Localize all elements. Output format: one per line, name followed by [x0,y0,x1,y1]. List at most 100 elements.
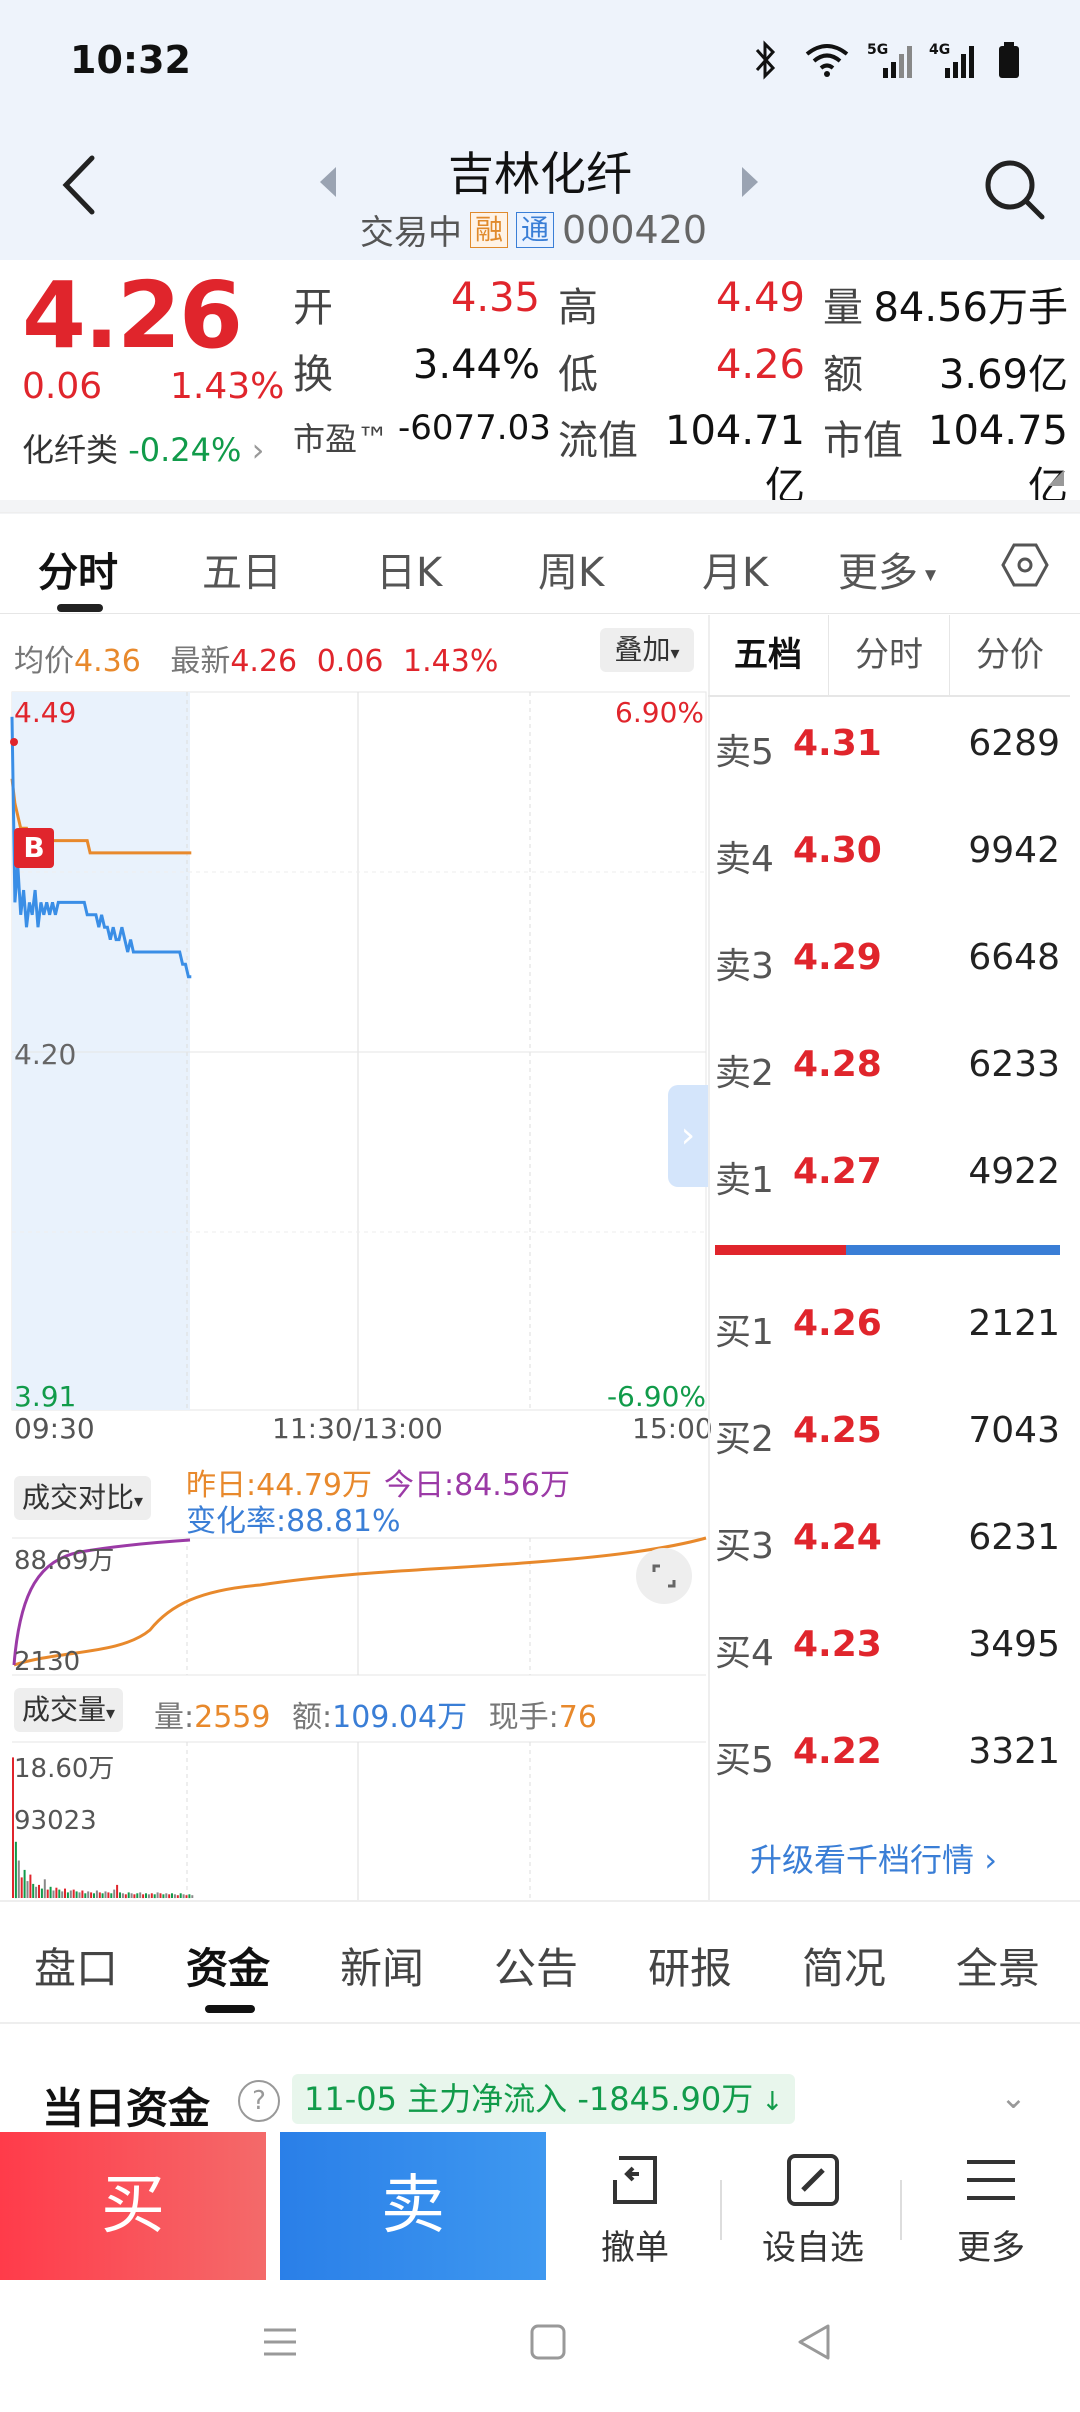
back-nav-icon[interactable] [792,2320,836,2368]
tab-price-dist[interactable]: 分价 [976,635,1044,675]
tab-news[interactable]: 新闻 [340,1944,425,1993]
volume-bar [121,1893,124,1898]
volume-bar [90,1892,93,1898]
status-time: 10:32 [70,38,191,82]
chevron-right-icon: › [251,431,265,469]
volume-bar [72,1889,75,1898]
ask-label: 卖3 [715,946,774,987]
fullscreen-icon[interactable] [636,1548,692,1604]
volume-bar [93,1893,95,1898]
tab-funds[interactable]: 资金 [186,1944,271,1993]
prev-stock-arrow-icon[interactable] [316,165,340,203]
y-axis-mid: 4.20 [14,1038,77,1071]
bid-row[interactable]: 买5 4.22 3321 [715,1731,1060,1781]
volume-bar [35,1886,38,1899]
search-icon[interactable] [980,155,1050,225]
ask-row[interactable]: 卖2 4.28 6233 [715,1044,1060,1094]
tab-announcements[interactable]: 公告 [494,1944,579,1993]
sell-button[interactable]: 卖 [280,2132,546,2280]
volume-bar [87,1891,90,1898]
ask-row[interactable]: 卖1 4.27 4922 [715,1151,1060,1201]
home-icon[interactable] [526,2320,570,2368]
tab-overview[interactable]: 全景 [956,1944,1041,1993]
tab-five-levels[interactable]: 五档 [708,615,829,695]
stock-name: 吉林化纤 [448,147,632,201]
net-inflow-text: 11-05 主力净流入 -1845.90万 [304,2080,754,2118]
add-watchlist-button[interactable]: 设自选 [738,2140,888,2269]
svg-text:5G: 5G [867,42,888,58]
tab-ticks[interactable]: 分时 [829,615,950,695]
back-button[interactable] [50,150,110,220]
volume-bar [130,1893,133,1898]
stock-subline: 交易中 融 通 000420 [360,205,707,254]
sector-link[interactable]: 化纤类 -0.24% › [22,425,264,471]
latest-label: 最新 [170,644,231,679]
bid-row[interactable]: 买3 4.24 6231 [715,1517,1060,1567]
volume-bar [64,1888,66,1898]
volume-indicator-dropdown[interactable]: 成交量▾ [14,1688,124,1732]
next-stock-arrow-icon[interactable] [738,165,762,203]
tab-profile[interactable]: 简况 [802,1944,887,1993]
ask-row[interactable]: 卖5 4.31 6289 [715,723,1060,773]
4g-signal-icon: 4G [928,40,980,80]
ask-row[interactable]: 卖4 4.30 9942 [715,830,1060,880]
bid-label: 买1 [715,1312,774,1353]
menu-icon [916,2140,1066,2220]
caret-down-icon: ▾ [106,1703,116,1724]
turnover-value: 3.44% [412,342,540,388]
ask-row[interactable]: 卖3 4.29 6648 [715,937,1060,987]
tab-daily-k[interactable]: 日K [376,550,443,596]
buy-button[interactable]: 买 [0,2132,266,2280]
bid-label: 买2 [715,1419,774,1460]
bid-label: 买4 [715,1633,774,1674]
volume-bar [23,1869,26,1898]
volume-bar [29,1874,32,1898]
volume-bar [61,1891,64,1898]
bid-row[interactable]: 买1 4.26 2121 [715,1303,1060,1353]
vol-q-value: 2559 [194,1700,271,1735]
recent-apps-icon[interactable] [258,2320,302,2368]
tab-five-day[interactable]: 五日 [202,550,282,596]
tab-intraday[interactable]: 分时 [38,550,118,596]
funds-title: 当日资金 [42,2084,211,2133]
side-panel-handle[interactable]: › [668,1085,708,1187]
more-button[interactable]: 更多 [916,2140,1066,2269]
x-axis-end: 15:00 [632,1412,713,1445]
upgrade-depth-link[interactable]: 升级看千档行情 › [750,1835,997,1881]
volume-bar [133,1894,136,1899]
volume-bar [46,1889,49,1898]
volume-bar [139,1892,142,1898]
low-label: 低 [558,352,598,398]
bid-row[interactable]: 买2 4.25 7043 [715,1410,1060,1460]
cancel-order-label: 撤单 [601,2228,669,2268]
overlay-dropdown[interactable]: 叠加▾ [600,628,694,672]
more-label: 更多 [957,2228,1025,2268]
tab-weekly-k[interactable]: 周K [538,550,605,596]
intraday-chart[interactable] [0,690,708,1900]
volume-bar [165,1893,168,1898]
buy-point-marker[interactable]: B [14,828,54,868]
tab-monthly-k[interactable]: 月K [702,550,769,596]
expand-corner-icon[interactable] [1048,470,1064,486]
tab-more[interactable]: 更多 ▾ [838,540,936,598]
compare-axis-bottom: 2130 [14,1647,81,1677]
vol-now-value: 76 [558,1700,597,1735]
volume-compare-dropdown[interactable]: 成交对比▾ [14,1476,152,1520]
volume-bar [58,1889,61,1898]
tab-research[interactable]: 研报 [648,1944,733,1993]
ask-volume: 4922 [968,1151,1060,1192]
settings-hexagon-icon[interactable] [1000,540,1050,594]
compare-axis-top: 88.69万 [14,1546,115,1576]
help-icon[interactable]: ? [238,2080,280,2122]
bid-row[interactable]: 买4 4.23 3495 [715,1624,1060,1674]
trading-status: 交易中 [360,213,462,253]
tab-order-book[interactable]: 盘口 [34,1944,119,1993]
latest-pct: 1.43% [403,644,499,679]
volume-change-rate: 变化率:88.81% [186,1504,401,1539]
bid-price: 4.25 [793,1410,882,1451]
volume-bar [81,1890,84,1898]
ask-price: 4.27 [793,1151,882,1192]
cancel-order-button[interactable]: 撤单 [560,2140,710,2269]
chevron-down-icon[interactable]: ⌄ [1000,2078,1027,2116]
price-line [10,716,192,979]
